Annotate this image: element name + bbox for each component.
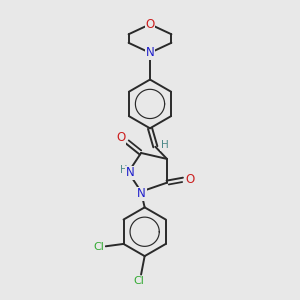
Text: O: O xyxy=(185,172,194,186)
Text: H: H xyxy=(120,165,128,175)
Text: H: H xyxy=(161,140,169,150)
Text: N: N xyxy=(146,46,154,59)
Text: O: O xyxy=(146,18,154,31)
Text: Cl: Cl xyxy=(133,276,144,286)
Text: O: O xyxy=(116,131,125,144)
Text: N: N xyxy=(125,167,134,179)
Text: N: N xyxy=(137,188,146,200)
Text: Cl: Cl xyxy=(94,242,105,253)
